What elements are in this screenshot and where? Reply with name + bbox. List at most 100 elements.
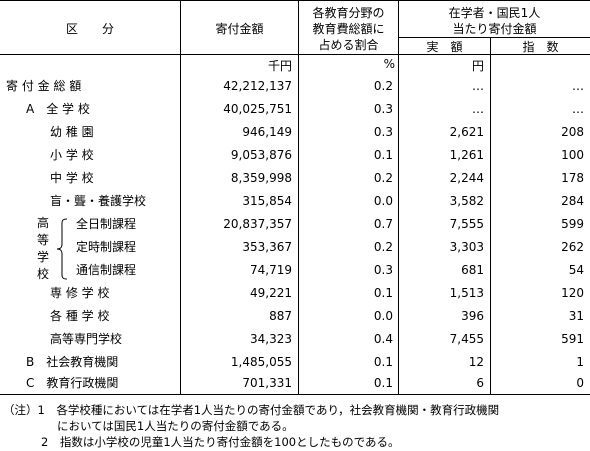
header-per-line1: 在学者・国民1人	[448, 6, 541, 20]
row-actual: 2,621	[449, 125, 484, 139]
row-index: 100	[561, 148, 584, 162]
row-label: 幼 稚 園	[50, 125, 94, 139]
row-ratio: 0.1	[373, 355, 393, 369]
row-ratio: 0.3	[373, 125, 393, 139]
row-actual: 681	[461, 263, 484, 277]
unit-actual: 円	[471, 59, 484, 73]
row-ratio: 0.2	[373, 79, 393, 93]
header-ratio-line3: 占める割合	[318, 38, 379, 52]
table-row: 通信制課程 74,719 0.3 681 54	[0, 259, 590, 282]
row-actual: 3,303	[449, 240, 484, 254]
row-index: 54	[568, 263, 584, 277]
row-ratio: 0.3	[373, 263, 393, 277]
subheader-divider	[398, 37, 590, 38]
row-label: 全日制課程	[76, 217, 137, 231]
header-ratio-line1: 各教育分野の	[312, 6, 385, 20]
row-amount: 887	[269, 309, 292, 323]
row-actual: 1,513	[449, 286, 484, 300]
row-actual: 1,261	[449, 148, 484, 162]
row-label: 寄 付 金 総 額	[6, 79, 82, 93]
row-label: 通信制課程	[76, 263, 137, 277]
table-row: 中 学 校 8,359,998 0.2 2,244 178	[0, 167, 590, 190]
col-divider-1	[180, 0, 181, 394]
header-ratio-line2: 教育費総額に	[312, 22, 385, 36]
row-index: 1	[576, 355, 584, 369]
row-amount: 1,485,055	[230, 355, 292, 369]
row-ratio: 0.1	[373, 148, 393, 162]
high-school-char-4: 校	[37, 267, 50, 281]
row-label: 各 種 学 校	[50, 309, 110, 323]
row-amount: 8,359,998	[230, 171, 292, 185]
row-actual: 6	[476, 376, 484, 390]
row-amount: 946,149	[242, 125, 292, 139]
row-actual: 7,555	[449, 217, 484, 231]
row-index: 120	[561, 286, 584, 300]
row-ratio: 0.3	[373, 102, 393, 116]
row-index: 31	[568, 309, 584, 323]
row-index: 591	[561, 332, 584, 346]
note-line-2: においては国民1人当たりの寄付金額である。	[57, 419, 294, 433]
header-per-line2: 当たり寄付金額	[452, 22, 537, 36]
row-index: 262	[561, 240, 584, 254]
col-divider-4	[490, 38, 491, 394]
header-index: 指 数	[522, 40, 559, 54]
unit-ratio: %	[383, 57, 395, 71]
header-amount: 寄付金額	[215, 22, 264, 36]
table-row: B 社会教育機関 1,485,055 0.1 12 1	[0, 351, 590, 374]
table-row: 小 学 校 9,053,876 0.1 1,261 100	[0, 144, 590, 167]
row-label: B 社会教育機関	[26, 355, 119, 369]
table-row: 幼 稚 園 946,149 0.3 2,621 208	[0, 121, 590, 144]
table-row: C 教育行政機関 701,331 0.1 6 0	[0, 372, 590, 395]
row-ratio: 0.7	[373, 217, 393, 231]
row-actual: …	[472, 102, 484, 116]
row-ratio: 0.0	[373, 309, 393, 323]
row-label: 専 修 学 校	[50, 286, 110, 300]
high-school-char-3: 学	[37, 250, 50, 264]
row-label: C 教育行政機関	[26, 376, 119, 390]
header-actual: 実 額	[426, 40, 463, 54]
row-index: …	[572, 79, 584, 93]
table-top-border	[0, 0, 590, 1]
row-amount: 701,331	[242, 376, 292, 390]
row-actual: 12	[468, 355, 484, 369]
row-index: 208	[561, 125, 584, 139]
header-bottom-border	[0, 54, 590, 55]
row-label: 高等専門学校	[50, 332, 123, 346]
high-school-brace-icon	[56, 218, 68, 280]
row-actual: 7,455	[449, 332, 484, 346]
table-row: 専 修 学 校 49,221 0.1 1,513 120	[0, 282, 590, 305]
row-index: 599	[561, 217, 584, 231]
row-label: 盲・聾・養護学校	[50, 194, 147, 208]
row-actual: 3,582	[449, 194, 484, 208]
row-ratio: 0.1	[373, 286, 393, 300]
row-actual: 2,244	[449, 171, 484, 185]
table-row: A 全 学 校 40,025,751 0.3 … …	[0, 98, 590, 121]
row-amount: 34,323	[250, 332, 292, 346]
row-label: 小 学 校	[50, 148, 94, 162]
row-ratio: 0.2	[373, 171, 393, 185]
row-index: 0	[576, 376, 584, 390]
row-amount: 9,053,876	[230, 148, 292, 162]
row-ratio: 0.2	[373, 240, 393, 254]
row-amount: 49,221	[250, 286, 292, 300]
row-actual: …	[472, 79, 484, 93]
row-amount: 40,025,751	[223, 102, 292, 116]
table-row: 寄 付 金 総 額 42,212,137 0.2 … …	[0, 75, 590, 98]
row-label: 定時制課程	[76, 240, 137, 254]
row-index: 284	[561, 194, 584, 208]
table-row: 全日制課程 20,837,357 0.7 7,555 599	[0, 213, 590, 236]
row-amount: 353,367	[242, 240, 292, 254]
row-amount: 315,854	[242, 194, 292, 208]
row-ratio: 0.4	[373, 332, 393, 346]
row-index: …	[572, 102, 584, 116]
row-label: A 全 学 校	[26, 102, 90, 116]
row-amount: 20,837,357	[223, 217, 292, 231]
row-ratio: 0.0	[373, 194, 393, 208]
row-ratio: 0.1	[373, 376, 393, 390]
table-bottom-border	[0, 394, 590, 395]
row-amount: 74,719	[250, 263, 292, 277]
table-row: 各 種 学 校 887 0.0 396 31	[0, 305, 590, 328]
row-amount: 42,212,137	[223, 79, 292, 93]
row-label: 中 学 校	[50, 171, 94, 185]
high-school-char-2: 等	[37, 233, 50, 247]
